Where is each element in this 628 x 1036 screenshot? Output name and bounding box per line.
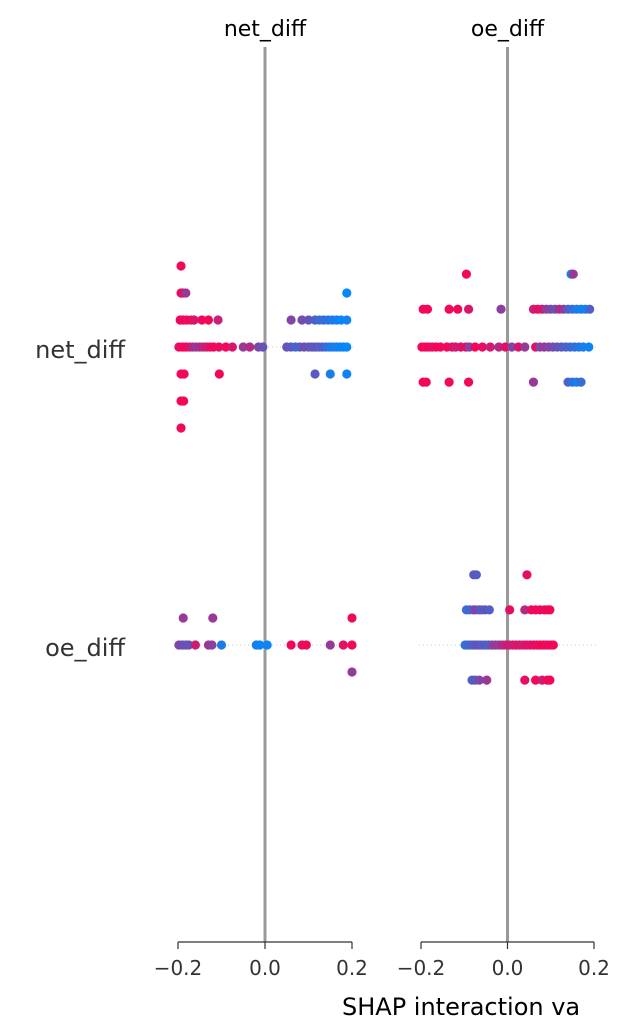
data-point <box>471 570 481 580</box>
data-point <box>207 640 217 650</box>
data-point <box>181 288 191 298</box>
x-tick-label: 0.2 <box>578 956 610 980</box>
data-point <box>325 369 335 379</box>
data-point <box>477 342 488 352</box>
x-tick-label: −0.2 <box>397 956 446 980</box>
data-point <box>342 288 352 298</box>
data-point <box>213 315 223 325</box>
data-point <box>548 640 558 650</box>
data-point <box>221 342 231 352</box>
data-point <box>176 261 186 271</box>
data-point <box>342 342 352 352</box>
data-point <box>258 342 268 352</box>
data-point <box>184 640 194 650</box>
data-point <box>303 315 314 325</box>
interaction-panels: net_diff −0.2 0.0 0.2 oe_diff −0.2 0.0 0.2 <box>154 17 610 980</box>
row-points-net_diff <box>174 261 352 433</box>
data-point <box>453 304 463 314</box>
data-point <box>190 640 200 650</box>
row-points-net_diff <box>417 269 595 387</box>
x-axis-label: SHAP interaction va <box>342 993 580 1021</box>
panel-0: net_diff −0.2 0.0 0.2 <box>154 17 368 980</box>
data-point <box>531 675 541 685</box>
data-point <box>421 377 431 387</box>
data-point <box>463 304 474 314</box>
row-label-net-diff: net_diff <box>35 336 125 364</box>
data-point <box>347 667 357 677</box>
data-point <box>179 396 189 406</box>
data-point <box>347 640 357 650</box>
data-point <box>203 315 214 325</box>
x-tick-label: 0.0 <box>249 956 281 980</box>
data-point <box>342 315 352 325</box>
data-point <box>505 605 515 615</box>
data-point <box>528 377 539 387</box>
data-point <box>214 369 224 379</box>
data-point <box>496 304 506 314</box>
data-point <box>338 640 348 650</box>
data-point <box>176 423 186 433</box>
data-point <box>214 342 224 352</box>
data-point <box>227 342 237 352</box>
panel-1: oe_diff −0.2 0.0 0.2 <box>397 17 610 980</box>
data-point <box>310 369 320 379</box>
data-point <box>245 342 255 352</box>
data-point <box>325 640 335 650</box>
data-point <box>178 613 188 623</box>
data-point <box>286 640 296 650</box>
row-points-oe_diff <box>460 570 558 685</box>
panel-title: oe_diff <box>471 17 545 42</box>
data-point <box>286 315 296 325</box>
data-point <box>485 342 495 352</box>
data-point <box>216 640 227 650</box>
data-point <box>522 570 532 580</box>
data-point <box>520 605 530 615</box>
data-point <box>301 640 311 650</box>
data-point <box>520 342 530 352</box>
data-point <box>255 640 265 650</box>
x-tick-label: 0.0 <box>492 956 524 980</box>
data-point <box>500 342 510 352</box>
data-point <box>463 377 474 387</box>
data-point <box>179 369 189 379</box>
x-tick-label: 0.2 <box>336 956 368 980</box>
data-point <box>238 342 248 352</box>
data-point <box>482 675 492 685</box>
data-point <box>189 315 199 325</box>
data-point <box>545 675 555 685</box>
data-point <box>342 369 352 379</box>
data-point <box>545 605 555 615</box>
data-point <box>470 342 480 352</box>
panel-title: net_diff <box>224 17 307 42</box>
data-point <box>347 613 357 623</box>
data-point <box>444 304 454 314</box>
data-point <box>444 377 454 387</box>
data-point <box>494 342 504 352</box>
data-point <box>585 304 595 314</box>
data-point <box>584 342 594 352</box>
data-point <box>568 269 578 279</box>
data-point <box>520 675 530 685</box>
data-point <box>513 342 523 352</box>
data-point <box>507 342 517 352</box>
feature-row-labels: net_diff oe_diff <box>35 336 125 662</box>
row-points-oe_diff <box>174 613 357 677</box>
data-point <box>461 269 472 279</box>
data-point <box>474 675 484 685</box>
data-point <box>422 304 433 314</box>
data-point <box>262 640 272 650</box>
data-point <box>576 377 586 387</box>
data-point <box>435 342 446 352</box>
row-label-oe-diff: oe_diff <box>45 634 125 662</box>
x-tick-label: −0.2 <box>154 956 203 980</box>
data-point <box>297 315 307 325</box>
data-point <box>208 613 218 623</box>
data-point <box>197 315 207 325</box>
data-point <box>484 605 494 615</box>
